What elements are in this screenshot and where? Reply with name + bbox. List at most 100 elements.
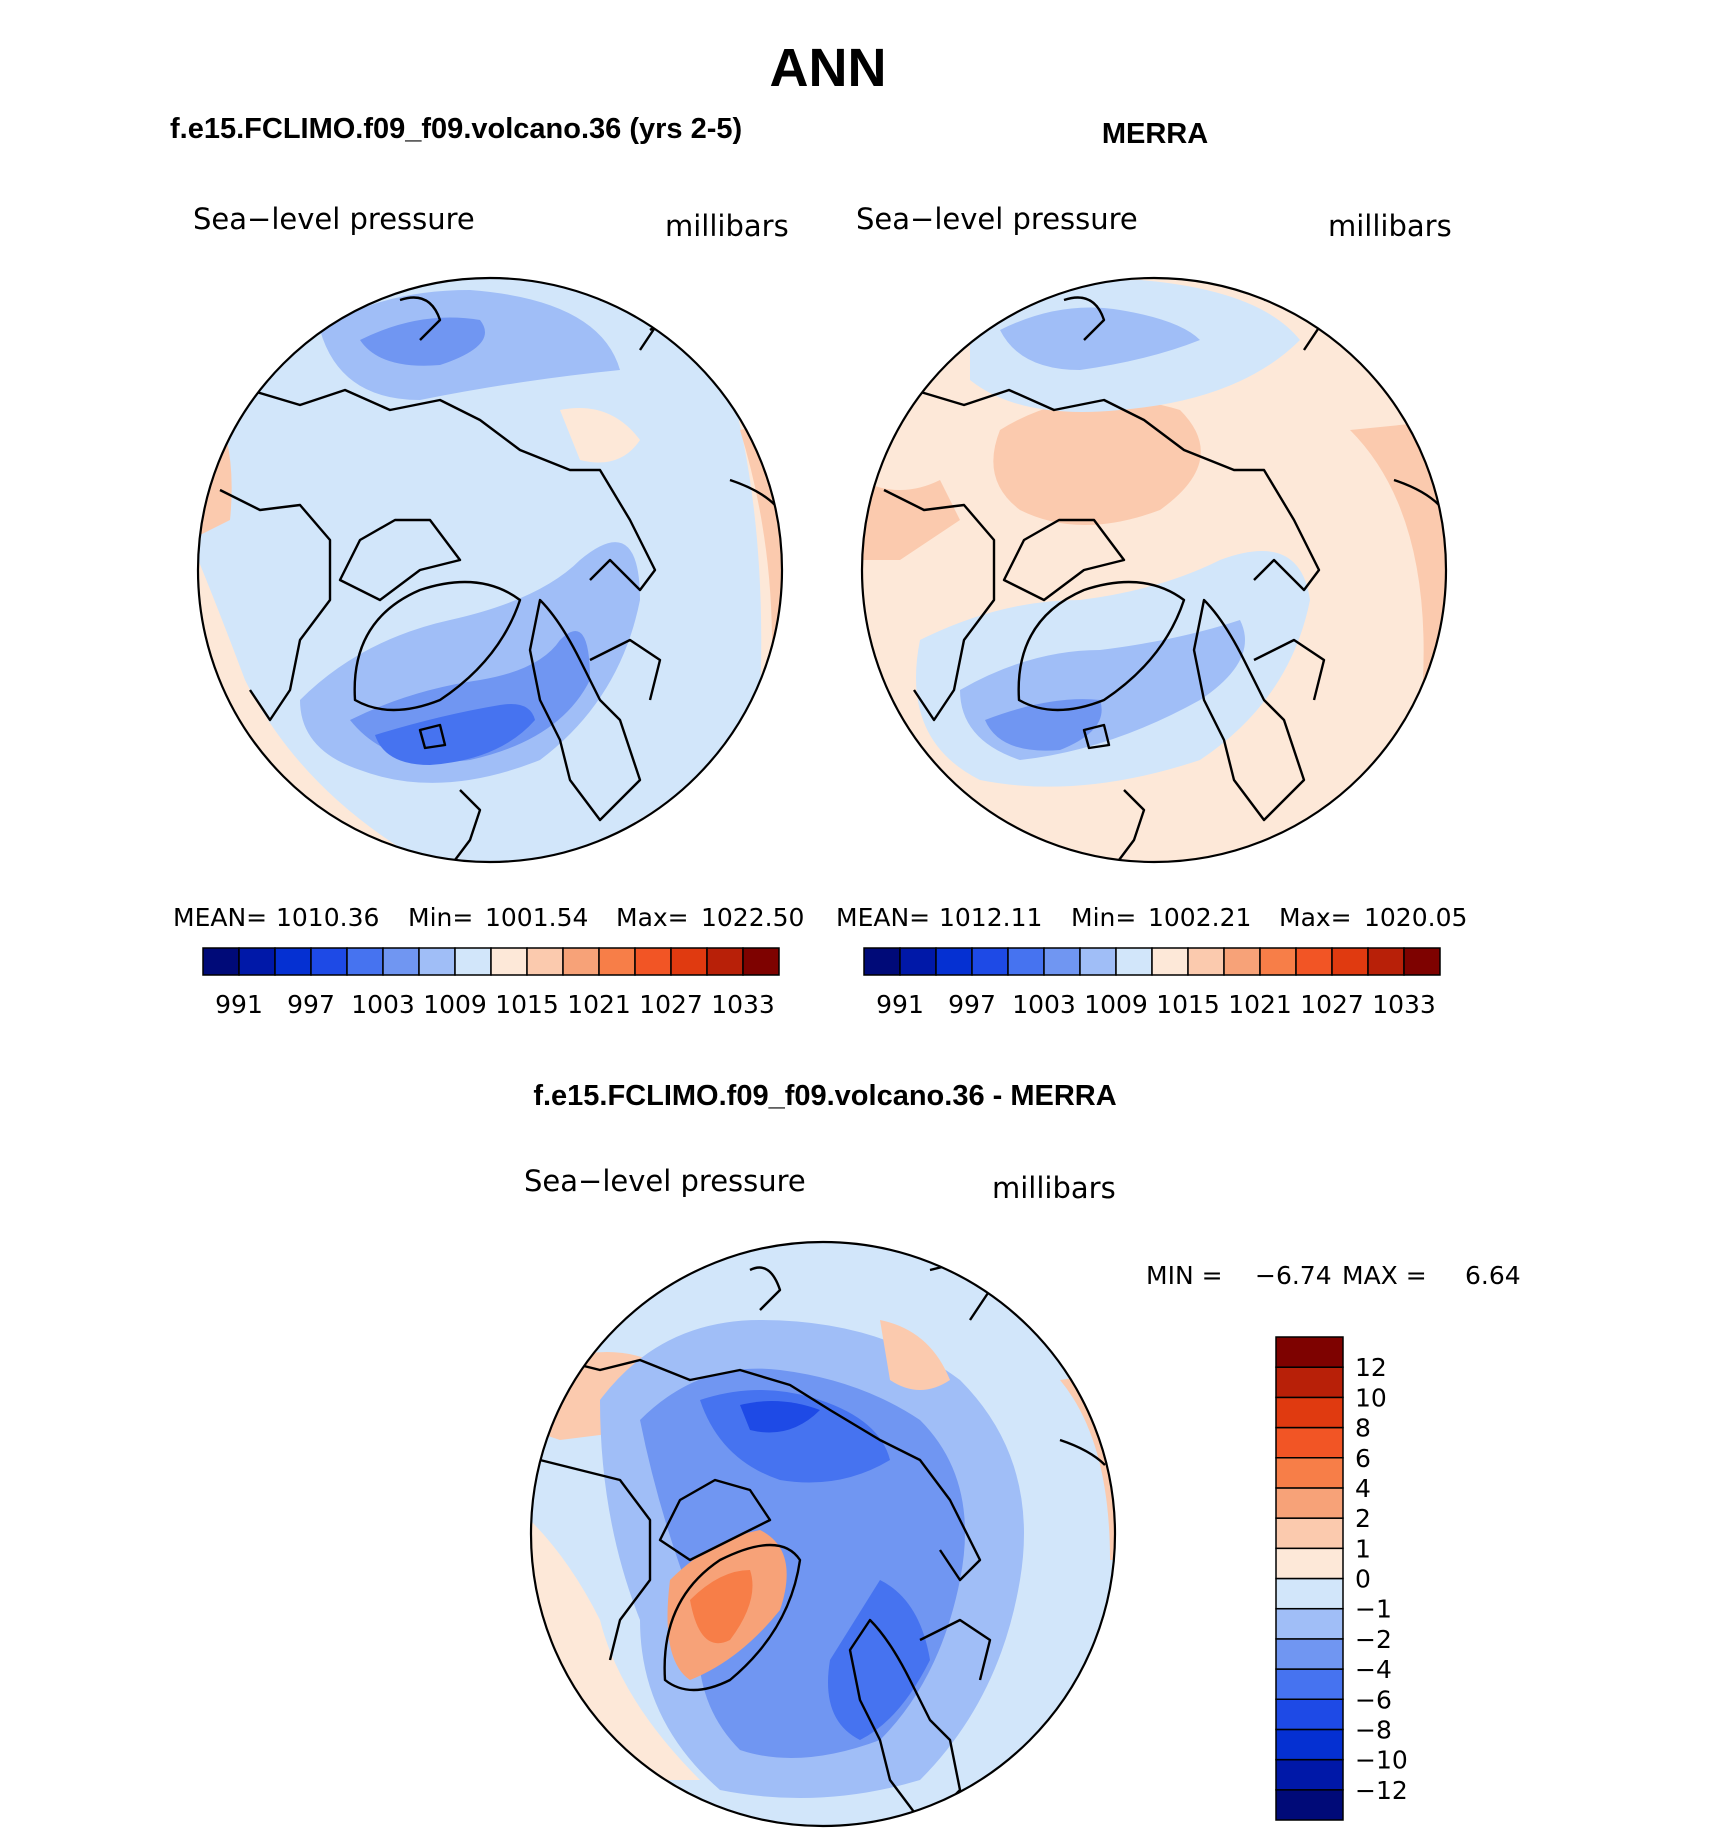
diff-colorbar-tick-label: 6 <box>1355 1444 1371 1473</box>
diff-colorbar-tick-label: −1 <box>1355 1595 1392 1624</box>
model-colorbar-tick-label: 1015 <box>495 990 559 1019</box>
model-colorbar-swatch <box>490 947 528 976</box>
obs-colorbar-tick-label: 1003 <box>1012 990 1076 1019</box>
obs-min-label: Min= <box>1071 903 1136 932</box>
obs-colorbar-swatch <box>971 947 1009 976</box>
obs-colorbar-swatch <box>1367 947 1405 976</box>
diff-colorbar-swatch <box>1275 1547 1344 1580</box>
obs-colorbar-swatch <box>1295 947 1333 976</box>
model-colorbar-swatch <box>382 947 420 976</box>
model-colorbar-swatch <box>310 947 348 976</box>
diff-colorbar-tick-label: −6 <box>1355 1685 1392 1714</box>
model-mean-value: 1010.36 <box>276 903 379 932</box>
model-colorbar-tick-label: 1021 <box>567 990 631 1019</box>
diff-min-value: −6.74 <box>1255 1261 1332 1290</box>
diff-colorbar-swatch <box>1275 1758 1344 1791</box>
diff-colorbar-tick-label: 1 <box>1355 1534 1371 1563</box>
obs-colorbar-swatch <box>1331 947 1369 976</box>
model-colorbar-swatch <box>634 947 672 976</box>
diff-minmax: MIN = −6.74 MAX = 6.64 <box>1146 1261 1521 1290</box>
obs-colorbar-swatch <box>1259 947 1297 976</box>
diff-max-value: 6.64 <box>1465 1261 1521 1290</box>
obs-colorbar-swatch <box>1007 947 1045 976</box>
diff-colorbar-swatch <box>1275 1789 1344 1821</box>
obs-polar-map <box>862 278 1446 862</box>
diff-units-label: millibars <box>992 1171 1116 1205</box>
diff-colorbar-swatch <box>1275 1638 1344 1670</box>
obs-colorbar-swatch <box>1403 947 1441 976</box>
obs-case-title: MERRA <box>1102 118 1208 150</box>
model-panel: Sea−level pressure millibars <box>173 202 804 1019</box>
diff-colorbar-swatch <box>1275 1728 1344 1761</box>
diff-colorbar-tick-label: 8 <box>1355 1414 1371 1443</box>
model-stats: MEAN= 1010.36 Min= 1001.54 Max= 1022.50 <box>173 903 804 932</box>
model-colorbar-swatch <box>346 947 384 976</box>
model-colorbar-swatch <box>274 947 312 976</box>
model-colorbar-tick-label: 1003 <box>351 990 415 1019</box>
obs-max-value: 1020.05 <box>1364 903 1467 932</box>
obs-colorbar-tick-label: 991 <box>876 990 924 1019</box>
model-colorbar-swatch <box>598 947 636 976</box>
diff-max-label: MAX = <box>1342 1261 1427 1290</box>
diff-colorbar-tick-label: −2 <box>1355 1625 1392 1654</box>
model-max-value: 1022.50 <box>701 903 804 932</box>
model-min-value: 1001.54 <box>485 903 588 932</box>
model-colorbar-tick-label: 1033 <box>711 990 775 1019</box>
model-case-title: f.e15.FCLIMO.f09_f09.volcano.36 (yrs 2-5… <box>170 113 742 145</box>
diff-panel: f.e15.FCLIMO.f09_f09.volcano.36 - MERRA … <box>524 1080 1521 1828</box>
obs-panel: Sea−level pressure millibars <box>836 202 1467 1019</box>
diff-colorbar-tick-label: 10 <box>1355 1383 1387 1412</box>
obs-mean-label: MEAN= <box>836 903 930 932</box>
model-min-label: Min= <box>408 903 473 932</box>
model-colorbar: 991 997 1003 1009 1015 1021 1027 1033 <box>202 947 780 1019</box>
model-colorbar-tick-label: 1027 <box>639 990 703 1019</box>
model-colorbar-swatch <box>742 947 780 976</box>
obs-colorbar-swatch <box>1115 947 1153 976</box>
diff-colorbar-swatch <box>1275 1336 1344 1368</box>
obs-colorbar-swatch <box>1043 947 1081 976</box>
diff-colorbar-tick-label: 12 <box>1355 1353 1387 1382</box>
diff-colorbar-tick-label: 0 <box>1355 1565 1371 1594</box>
diff-colorbar-swatch <box>1275 1366 1344 1399</box>
model-colorbar-tick-label: 1009 <box>423 990 487 1019</box>
diff-colorbar-tick-label: −4 <box>1355 1655 1392 1684</box>
model-colorbar-swatch <box>562 947 600 976</box>
model-polar-map <box>198 278 782 862</box>
model-colorbar-swatch <box>418 947 456 976</box>
model-variable-label: Sea−level pressure <box>193 202 475 236</box>
model-colorbar-swatch <box>238 947 276 976</box>
obs-colorbar-tick-label: 1015 <box>1156 990 1220 1019</box>
obs-colorbar-swatch <box>899 947 937 976</box>
diff-colorbar-tick-label: −8 <box>1355 1715 1392 1744</box>
diff-colorbar-tick-label: −10 <box>1355 1746 1408 1775</box>
diff-colorbar-swatch <box>1275 1396 1344 1429</box>
model-colorbar-swatch <box>526 947 564 976</box>
diff-colorbar-tick-label: −12 <box>1355 1776 1408 1805</box>
model-units-label: millibars <box>665 209 789 243</box>
obs-colorbar-swatch <box>1151 947 1189 976</box>
page-title: ANN <box>770 38 887 98</box>
obs-colorbar-tick-label: 1009 <box>1084 990 1148 1019</box>
obs-colorbar-swatch <box>863 947 901 976</box>
model-colorbar-swatch <box>202 947 240 976</box>
obs-colorbar: 991 997 1003 1009 1015 1021 1027 1033 <box>863 947 1441 1019</box>
obs-min-value: 1002.21 <box>1148 903 1251 932</box>
diff-colorbar-swatch <box>1275 1698 1344 1731</box>
diff-colorbar-swatch <box>1275 1487 1344 1519</box>
obs-colorbar-swatch <box>935 947 973 976</box>
obs-variable-label: Sea−level pressure <box>856 202 1138 236</box>
model-colorbar-swatch <box>454 947 492 976</box>
diff-colorbar-swatch <box>1275 1607 1344 1640</box>
obs-mean-value: 1012.11 <box>939 903 1042 932</box>
obs-colorbar-swatch <box>1079 947 1117 976</box>
obs-stats: MEAN= 1012.11 Min= 1002.21 Max= 1020.05 <box>836 903 1467 932</box>
diff-polar-map <box>531 1242 1115 1826</box>
diff-colorbar-swatch <box>1275 1577 1344 1610</box>
model-colorbar-tick-label: 991 <box>215 990 263 1019</box>
model-colorbar-tick-label: 997 <box>287 990 335 1019</box>
diff-colorbar-tick-label: 2 <box>1355 1504 1371 1533</box>
obs-colorbar-swatch <box>1187 947 1225 976</box>
diff-colorbar-swatch <box>1275 1668 1344 1700</box>
